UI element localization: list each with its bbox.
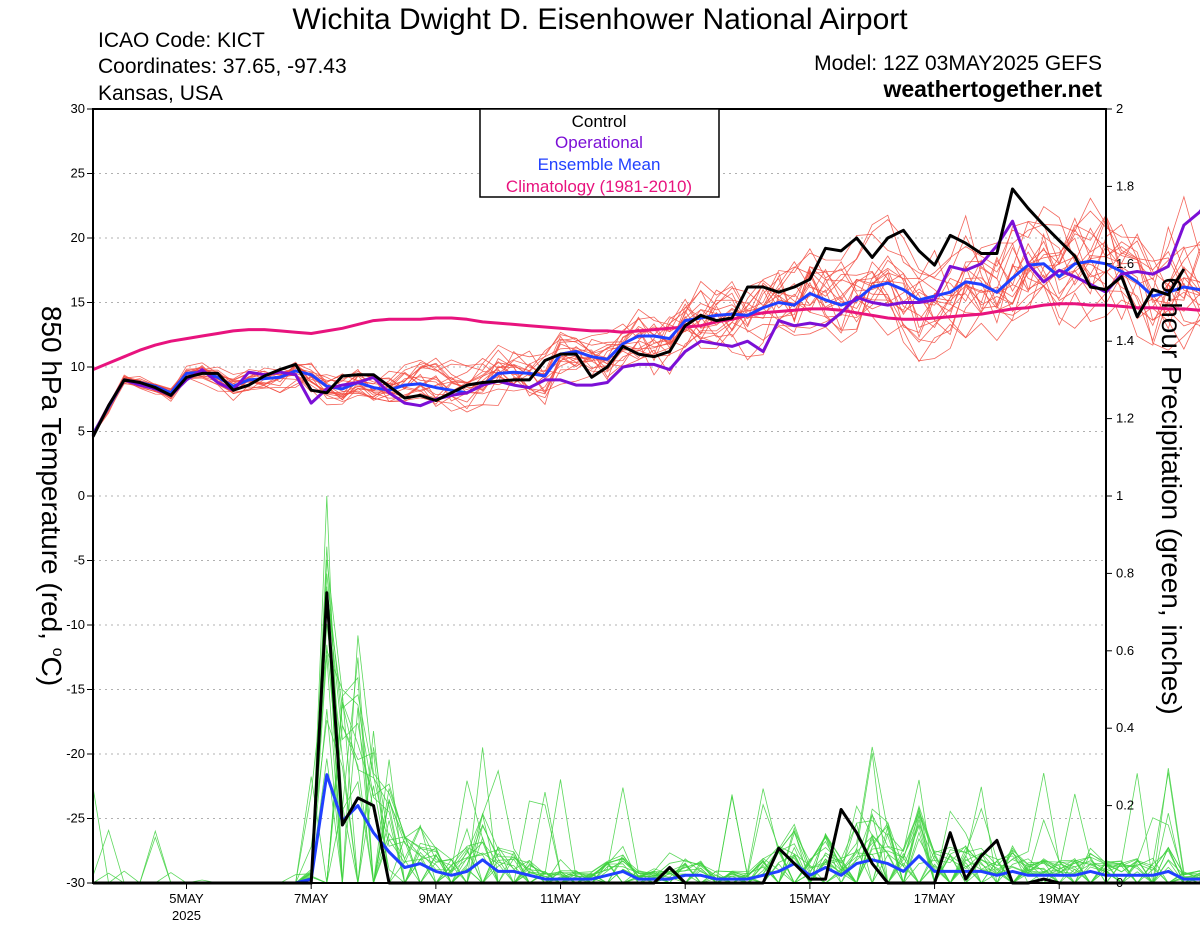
- model-run: Model: 12Z 03MAY2025 GEFS: [814, 52, 1102, 75]
- legend-control: Control: [572, 112, 627, 131]
- y2-tick-label: 1.8: [1116, 178, 1134, 193]
- precip-member-line: [92, 573, 1200, 885]
- y2-tick-label: 0.8: [1116, 565, 1134, 580]
- precip-member-line: [93, 650, 1200, 885]
- x-axis-ticks: 5MAY 2025 7MAY 9MAY 11MAY 13MAY 15MAY 17MAY 19MA…: [169, 883, 1080, 923]
- y-tick-label: -25: [66, 811, 85, 826]
- precip-member-line: [93, 725, 1200, 885]
- x-tick-label: 17MAY: [914, 891, 956, 906]
- y2-tick-label: 0: [1116, 875, 1123, 890]
- y-axis-title-degree: o: [49, 648, 66, 657]
- gridlines: [93, 173, 1106, 819]
- y-tick-label: 15: [71, 295, 85, 310]
- control-temp-line: [91, 187, 1186, 438]
- y-tick-label: 20: [71, 230, 85, 245]
- x-tick-label: 9MAY: [419, 891, 454, 906]
- main-series-lines: [91, 187, 1200, 885]
- temp-member-line: [92, 214, 1200, 436]
- precip-member-line: [93, 559, 1200, 885]
- x-tick-label: 15MAY: [789, 891, 831, 906]
- temp-member-line: [92, 210, 1200, 433]
- y2-axis-title: 6-hour Precipitation (green, inches): [1156, 277, 1187, 714]
- legend-climatology: Climatology (1981-2010): [506, 177, 692, 196]
- y-axis-title: 850 hPa Temperature (red, oC): [36, 306, 67, 686]
- y-tick-label: -10: [66, 617, 85, 632]
- precip-member-line: [93, 602, 1200, 885]
- right-axis-ticks: 0 0.2 0.4 0.6 0.8 1 1.2 1.4 1.6 1.8 2: [1106, 101, 1134, 890]
- y2-tick-label: 1.2: [1116, 411, 1134, 426]
- icao-code: ICAO Code: KICT: [98, 29, 265, 52]
- y-tick-label: 0: [78, 488, 85, 503]
- precip-member-line: [93, 623, 1200, 885]
- y2-tick-label: 1.6: [1116, 256, 1134, 271]
- precip-member-line: [93, 586, 1200, 885]
- precip-member-line: [93, 730, 1200, 884]
- temp-member-line: [92, 217, 1200, 432]
- temp-member-line: [92, 197, 1200, 434]
- x-tick-sublabel: 2025: [172, 908, 201, 923]
- y2-tick-label: 1: [1116, 488, 1123, 503]
- precip-member-line: [92, 644, 1200, 884]
- y-axis-title-main: 850 hPa Temperature (red,: [36, 306, 67, 648]
- x-tick-label: 7MAY: [294, 891, 329, 906]
- legend-box: [479, 108, 720, 198]
- temp-member-line: [92, 214, 1200, 435]
- y2-tick-label: 0.2: [1116, 798, 1134, 813]
- legend: Control Operational Ensemble Mean Climat…: [479, 108, 720, 198]
- precip-member-line: [92, 719, 1200, 885]
- y2-tick-label: 0.4: [1116, 720, 1134, 735]
- y-tick-label: 5: [78, 424, 85, 439]
- precip-member-line: [93, 708, 1200, 884]
- y-tick-label: -15: [66, 682, 85, 697]
- legend-operational: Operational: [555, 133, 643, 152]
- temp-member-line: [92, 206, 1200, 436]
- y2-tick-label: 2: [1116, 101, 1123, 116]
- y-tick-label: 25: [71, 166, 85, 181]
- temp-member-line: [92, 272, 1200, 436]
- x-tick-label: 11MAY: [540, 891, 581, 906]
- temp-member-line: [92, 240, 1200, 435]
- precip-member-line: [93, 589, 1200, 885]
- coordinates: Coordinates: 37.65, -97.43: [98, 55, 347, 78]
- precip-member-line: [93, 703, 1200, 885]
- y2-tick-label: 0.6: [1116, 643, 1134, 658]
- left-axis-ticks: -30 -25 -20 -15 -10 -5 0 5 10 15 20 25 30: [66, 101, 93, 890]
- x-tick-label: 13MAY: [664, 891, 706, 906]
- precip-member-line: [93, 546, 1200, 884]
- chart-title: Wichita Dwight D. Eisenhower National Ai…: [292, 3, 908, 36]
- legend-ensemble-mean: Ensemble Mean: [538, 155, 661, 174]
- y-axis-title-unit: C): [36, 657, 67, 687]
- temp-member-line: [92, 214, 1200, 433]
- x-tick-label: 5MAY: [169, 891, 204, 906]
- y-tick-label: -30: [66, 875, 85, 890]
- y-tick-label: -5: [73, 553, 85, 568]
- precip-member-line: [93, 701, 1200, 884]
- ensemble-mean-precip-line: [93, 773, 1200, 885]
- temp-member-lines: [92, 195, 1200, 438]
- control-precip-line: [93, 591, 1200, 885]
- y-tick-label: -20: [66, 746, 85, 761]
- site-link[interactable]: weathertogether.net: [882, 76, 1102, 102]
- temp-member-line: [92, 247, 1200, 433]
- y-tick-label: 30: [71, 101, 85, 116]
- precip-member-line: [93, 602, 1200, 884]
- temp-member-line: [92, 237, 1200, 435]
- y2-tick-label: 1.4: [1116, 333, 1134, 348]
- temp-member-line: [92, 217, 1200, 433]
- climatology-1981-2010-temp-line: [92, 302, 1200, 371]
- x-tick-label: 19MAY: [1038, 891, 1080, 906]
- temp-member-line: [92, 218, 1200, 434]
- location: Kansas, USA: [98, 82, 223, 105]
- y-tick-label: 10: [71, 359, 85, 374]
